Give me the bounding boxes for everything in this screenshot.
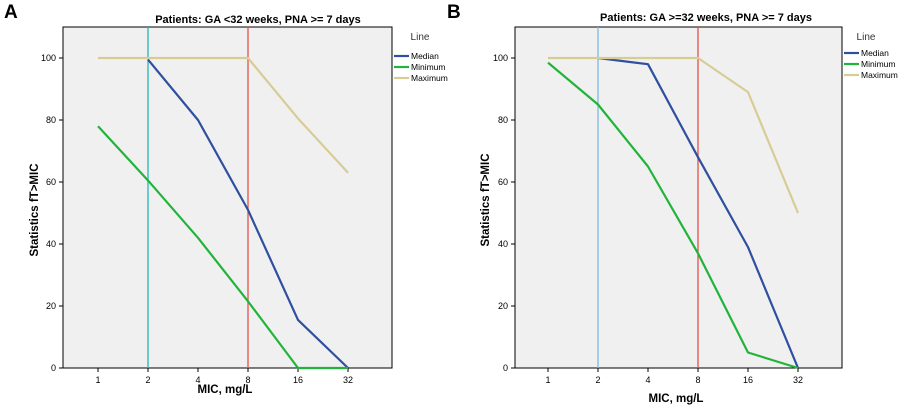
y-tick-label: 60 <box>498 177 508 187</box>
panel-letter: B <box>447 2 461 23</box>
chart-title: Patients: GA <32 weeks, PNA >= 7 days <box>155 14 361 26</box>
plot-area <box>514 26 843 369</box>
y-axis-label: Statistics fT>MIC <box>29 164 41 257</box>
chart-panel-a: A Patients: GA <32 weeks, PNA >= 7 days 0 2… <box>4 2 448 396</box>
series-line-median <box>147 58 349 369</box>
series-line-maximum <box>548 56 800 214</box>
y-tick-label: 0 <box>503 363 508 373</box>
x-tick-label: 4 <box>645 375 650 385</box>
x-tick-label: 8 <box>245 375 250 385</box>
x-tick-label: 32 <box>343 375 353 385</box>
series-line-maximum <box>98 56 349 174</box>
series-line-median <box>597 56 800 369</box>
legend-label-maximum: Maximum <box>411 73 448 83</box>
x-tick-label: 1 <box>545 375 550 385</box>
x-tick-label: 2 <box>145 375 150 385</box>
y-tick-label: 0 <box>51 363 56 373</box>
chart-title: Patients: GA >=32 weeks, PNA >= 7 days <box>600 12 812 24</box>
y-tick-label: 100 <box>493 53 508 63</box>
legend-title: Line <box>411 32 430 43</box>
x-tick-label: 16 <box>293 375 303 385</box>
x-tick-label: 2 <box>595 375 600 385</box>
chart-panel-b: B Patients: GA >=32 weeks, PNA >= 7 days 0… <box>447 2 898 405</box>
legend-label-minimum: Minimum <box>861 59 895 69</box>
y-tick-label: 40 <box>46 239 56 249</box>
legend-label-median: Median <box>861 48 889 58</box>
panel-letter: A <box>4 2 18 23</box>
series-line-minimum <box>547 61 799 370</box>
y-tick-label: 40 <box>498 239 508 249</box>
x-tick-label: 8 <box>695 375 700 385</box>
x-tick-label: 32 <box>793 375 803 385</box>
x-axis-label: MIC, mg/L <box>649 393 704 405</box>
y-axis-label: Statistics fT>MIC <box>480 154 492 247</box>
y-tick-label: 60 <box>46 177 56 187</box>
x-axis-label: MIC, mg/L <box>198 384 253 396</box>
x-tick-label: 16 <box>743 375 753 385</box>
y-tick-label: 20 <box>498 301 508 311</box>
x-tick-label: 4 <box>195 375 200 385</box>
y-tick-label: 80 <box>498 115 508 125</box>
y-tick-label: 80 <box>46 115 56 125</box>
legend-label-maximum: Maximum <box>861 70 898 80</box>
y-tick-label: 100 <box>41 53 56 63</box>
legend-label-minimum: Minimum <box>411 62 445 72</box>
legend-label-median: Median <box>411 51 439 61</box>
plot-area <box>62 26 393 369</box>
x-tick-label: 1 <box>95 375 100 385</box>
series-line-minimum <box>97 125 348 370</box>
y-tick-label: 20 <box>46 301 56 311</box>
legend-title: Line <box>857 32 876 43</box>
